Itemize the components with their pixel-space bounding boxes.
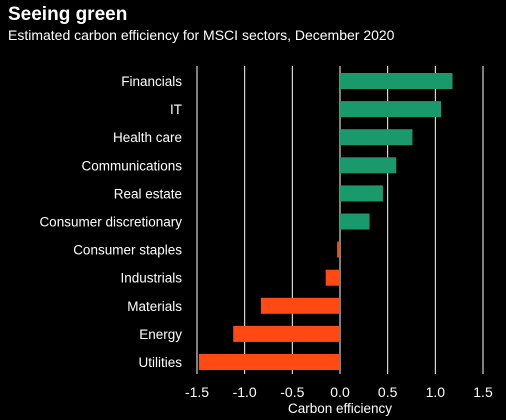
bar bbox=[233, 325, 340, 342]
category-label-layer: Financials IT Health care Communications Rea… bbox=[39, 74, 182, 370]
x-tick-label: 0.0 bbox=[330, 384, 350, 400]
category-label: Materials bbox=[127, 299, 182, 314]
chart-title: Seeing green bbox=[8, 4, 128, 25]
bar bbox=[340, 213, 370, 230]
category-label: Energy bbox=[139, 327, 182, 342]
x-tick-label: -1.0 bbox=[233, 384, 257, 400]
x-tick-label: 1.0 bbox=[426, 384, 446, 400]
bar bbox=[340, 185, 383, 202]
x-tick-label: 1.5 bbox=[473, 384, 493, 400]
bar bbox=[340, 73, 453, 89]
category-label: Consumer staples bbox=[73, 243, 182, 258]
bar bbox=[340, 101, 442, 118]
category-label: Real estate bbox=[114, 186, 182, 201]
bar bbox=[340, 157, 397, 174]
bar bbox=[340, 129, 413, 146]
x-axis-title: Carbon efficiency bbox=[288, 401, 392, 416]
x-tick-label: -0.5 bbox=[280, 384, 304, 400]
category-label: IT bbox=[170, 102, 182, 117]
x-tick-label: -1.5 bbox=[185, 384, 209, 400]
bar-layer bbox=[198, 73, 453, 370]
category-label: Financials bbox=[121, 74, 182, 89]
x-tick-label: 0.5 bbox=[378, 384, 398, 400]
category-label: Utilities bbox=[138, 355, 182, 370]
bar bbox=[260, 297, 340, 314]
category-label: Consumer discretionary bbox=[39, 215, 182, 230]
tick-label-layer: -1.5 -1.0 -0.5 0.0 0.5 1.0 1.5 bbox=[185, 384, 493, 400]
category-label: Industrials bbox=[120, 271, 182, 286]
chart-subtitle: Estimated carbon efficiency for MSCI sec… bbox=[8, 27, 395, 43]
grid-layer bbox=[196, 66, 484, 374]
category-label: Health care bbox=[113, 130, 182, 145]
bar bbox=[325, 269, 340, 286]
bar bbox=[198, 354, 340, 370]
bar bbox=[337, 241, 340, 258]
category-label: Communications bbox=[81, 158, 182, 173]
